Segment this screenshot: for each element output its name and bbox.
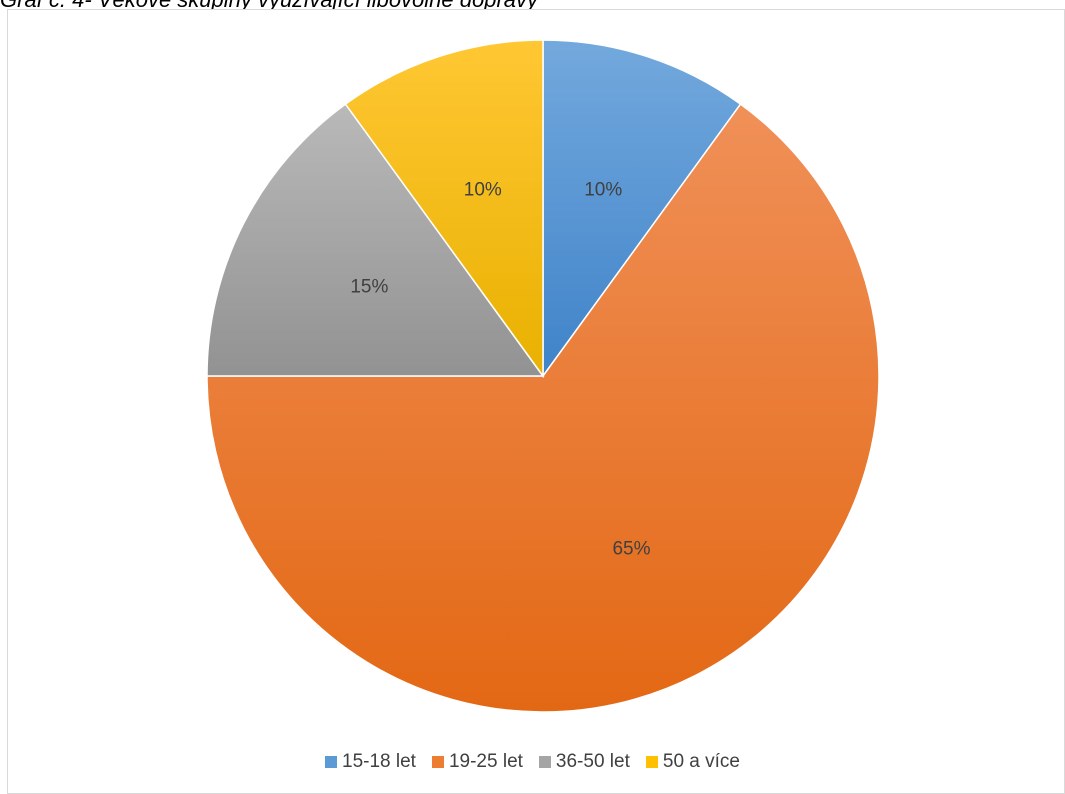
legend-swatch — [538, 756, 551, 768]
slice-data-label: 10% — [584, 180, 622, 201]
legend-swatch — [645, 756, 658, 768]
pie-slice — [344, 39, 544, 379]
pie-slice — [542, 39, 742, 379]
slice-data-label: 15% — [350, 277, 388, 298]
slice-data-label: 65% — [612, 539, 650, 560]
legend-item: 36-50 let — [538, 751, 630, 773]
slice-data-label: 10% — [464, 180, 502, 201]
legend-swatch — [325, 756, 338, 768]
pie-slice — [206, 103, 545, 377]
legend-item: 15-18 let — [325, 751, 416, 773]
legend-item: 19-25 let — [431, 751, 523, 773]
chart-legend: 15-18 let 19-25 let 36-50 let 50 a více — [0, 748, 1065, 776]
legend-label: 50 a více — [662, 751, 740, 772]
pie-slice — [206, 103, 880, 713]
legend-swatch — [431, 756, 444, 768]
legend-item: 50 a více — [645, 751, 740, 773]
legend-label: 15-18 let — [342, 751, 416, 772]
legend-label: 19-25 let — [448, 751, 523, 772]
legend-label: 36-50 let — [555, 751, 630, 772]
